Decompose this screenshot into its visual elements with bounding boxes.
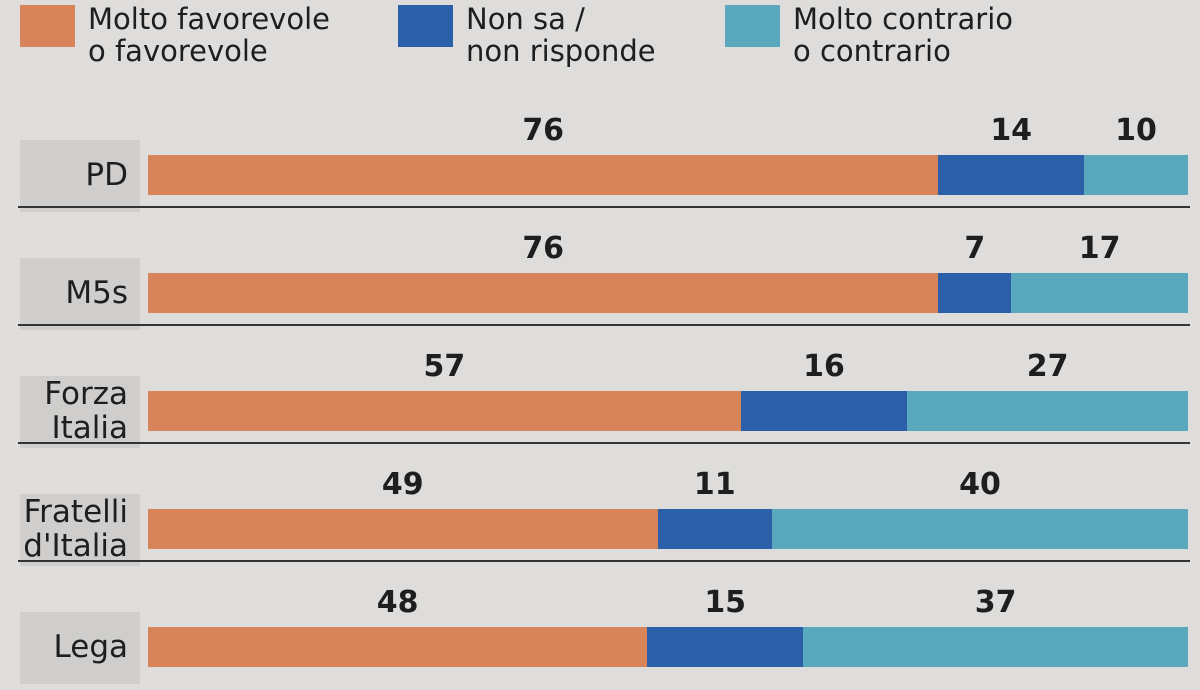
- value-label: 27: [1026, 349, 1069, 384]
- legend-label: Non sa / non risponde: [466, 2, 656, 68]
- value-label: 76: [522, 113, 565, 148]
- label-background: [20, 258, 140, 330]
- bar-segment: [938, 273, 1012, 313]
- bar-segment: [938, 155, 1084, 195]
- value-label: 16: [803, 349, 845, 384]
- bar-segment: [803, 627, 1188, 667]
- bar-segment: [148, 273, 939, 313]
- bar-segment: [740, 391, 908, 431]
- bar-segment: [772, 509, 1188, 549]
- legend-swatch: [20, 5, 75, 47]
- legend-label: Molto favorevole o favorevole: [88, 2, 330, 68]
- value-label: 49: [381, 467, 424, 502]
- category-label: M5s: [65, 274, 128, 311]
- row-separator: [18, 442, 1190, 444]
- value-label: 11: [693, 467, 736, 502]
- bar-segment: [657, 509, 772, 549]
- bar-segment: [647, 627, 804, 667]
- label-background: [20, 376, 140, 448]
- category-label: PD: [85, 156, 128, 193]
- value-label: 14: [990, 113, 1033, 148]
- row-separator: [18, 560, 1190, 562]
- row-separator: [18, 324, 1190, 326]
- category-label: Fratelli d'Italia: [23, 493, 128, 564]
- value-label: 17: [1078, 231, 1121, 266]
- legend-swatch: [725, 5, 780, 47]
- row-separator: [18, 206, 1190, 208]
- bar-segment: [1011, 273, 1188, 313]
- value-label: 40: [959, 467, 1001, 502]
- bar-segment: [148, 391, 741, 431]
- value-label: 10: [1115, 113, 1157, 148]
- value-label: 57: [423, 349, 466, 384]
- category-label: Lega: [53, 628, 128, 665]
- bar-segment: [148, 155, 939, 195]
- value-label: 7: [964, 231, 986, 266]
- value-label: 15: [704, 585, 747, 620]
- bar-segment: [1084, 155, 1188, 195]
- legend-label: Molto contrario o contrario: [793, 2, 1014, 68]
- value-label: 76: [522, 231, 565, 266]
- legend-swatch: [398, 5, 453, 47]
- value-label: 37: [974, 585, 1017, 620]
- bar-segment: [907, 391, 1188, 431]
- bar-segment: [148, 627, 648, 667]
- label-background: [20, 494, 140, 566]
- bar-segment: [148, 509, 658, 549]
- category-label: Forza Italia: [44, 375, 128, 446]
- value-label: 48: [376, 585, 419, 620]
- label-background: [20, 612, 140, 684]
- label-background: [20, 140, 140, 212]
